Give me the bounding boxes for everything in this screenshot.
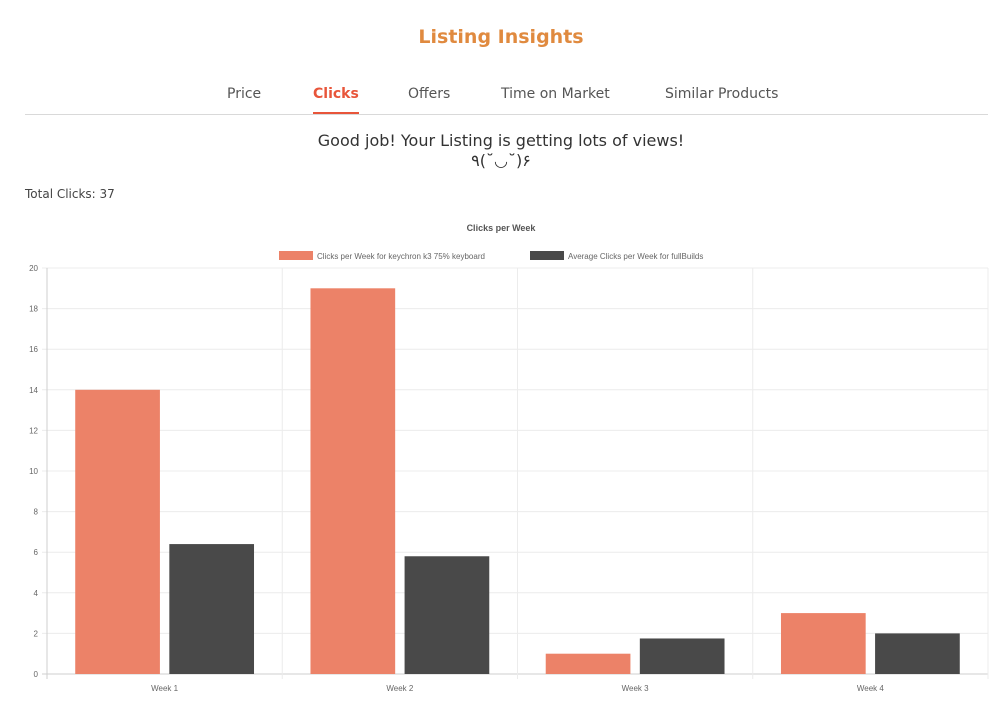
y-tick-label: 2 [34, 629, 39, 638]
tab-similar-products[interactable]: Similar Products [665, 86, 779, 102]
tab-offers[interactable]: Offers [408, 86, 451, 102]
tab-price[interactable]: Price [227, 86, 262, 102]
y-tick-label: 8 [34, 508, 39, 517]
bar-2-1 [169, 544, 255, 674]
legend-label-2: Average Clicks per Week for fullBuilds [568, 252, 703, 261]
chart-title: Clicks per Week [467, 223, 537, 233]
active-tab-indicator [313, 112, 359, 114]
page-title: Listing Insights [418, 26, 584, 48]
bar-1-3 [545, 653, 631, 674]
x-tick-label: Week 2 [386, 684, 414, 693]
y-tick-label: 10 [29, 467, 38, 476]
x-tick-label: Week 4 [857, 684, 885, 693]
status-message-emoticon: ٩(˘◡˘)۶ [471, 151, 531, 170]
tab-time-on-market[interactable]: Time on Market [501, 86, 610, 102]
y-tick-label: 4 [34, 589, 39, 598]
y-tick-label: 20 [29, 264, 38, 273]
bar-1-2 [310, 288, 396, 674]
y-tick-label: 6 [34, 548, 39, 557]
x-tick-label: Week 3 [622, 684, 650, 693]
total-clicks: Total Clicks: 37 [25, 187, 115, 201]
y-tick-label: 16 [29, 345, 38, 354]
clicks-bar-chart: Clicks per Week Clicks per Week for keych… [29, 223, 989, 693]
tab-bar: Price Clicks Offers Time on Market Simil… [25, 76, 988, 115]
status-message: Good job! Your Listing is getting lots o… [0, 131, 1002, 171]
legend-swatch-1 [279, 251, 313, 260]
bar-2-2 [404, 556, 490, 674]
tab-clicks[interactable]: Clicks [313, 86, 359, 102]
legend-swatch-2 [530, 251, 564, 260]
y-tick-label: 0 [34, 670, 39, 679]
x-tick-label: Week 1 [151, 684, 179, 693]
y-tick-label: 14 [29, 386, 38, 395]
legend-label-1: Clicks per Week for keychron k3 75% keyb… [317, 252, 485, 261]
bar-1-1 [75, 389, 160, 674]
bar-2-3 [639, 638, 725, 674]
y-tick-label: 18 [29, 305, 38, 314]
status-message-text: Good job! Your Listing is getting lots o… [317, 131, 685, 150]
y-tick-label: 12 [29, 426, 38, 435]
bar-1-4 [780, 613, 866, 674]
bar-2-4 [875, 633, 960, 674]
